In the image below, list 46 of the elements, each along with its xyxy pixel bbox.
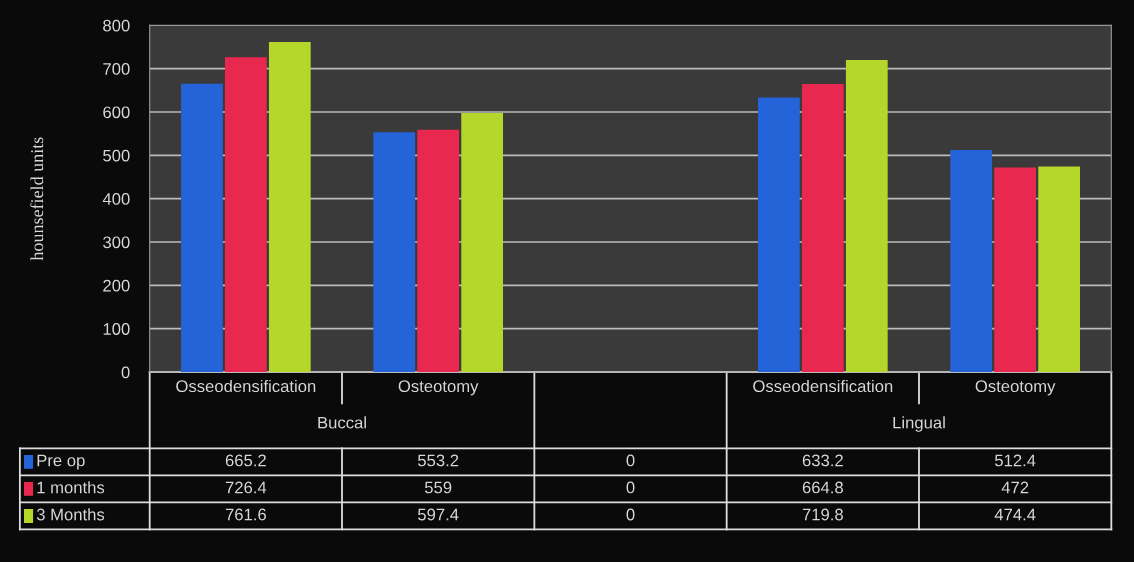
data-label: 474.4 <box>994 508 1036 521</box>
data-label: 761.6 <box>225 508 266 521</box>
legend-label: Pre op <box>37 454 85 470</box>
bar <box>801 83 844 373</box>
bar <box>373 132 416 373</box>
bar <box>994 167 1037 373</box>
bar <box>268 41 311 373</box>
bar <box>845 60 888 373</box>
legend-label: 1 months <box>37 481 105 494</box>
y-tick-label: 800 <box>103 19 130 32</box>
data-label: 0 <box>626 508 635 521</box>
bar <box>224 57 267 373</box>
data-label: 665.2 <box>225 454 266 467</box>
y-tick-label: 300 <box>103 236 130 249</box>
y-tick-label: 600 <box>103 106 130 119</box>
data-label: 472 <box>1001 481 1029 494</box>
data-label: 0 <box>626 454 635 467</box>
data-label: 0 <box>626 481 635 494</box>
data-label: 726.4 <box>225 481 267 494</box>
text: Buccal <box>318 416 366 429</box>
y-tick-label: 0 <box>121 366 130 379</box>
x-tick-label: Osseodensification <box>176 379 316 393</box>
x-tick-label: Osseodensification <box>753 379 893 393</box>
data-label: 559 <box>424 481 452 494</box>
y-tick-label: 700 <box>103 63 130 75</box>
data-label: 597.4 <box>417 508 459 521</box>
x-tick-label: Osteotomy <box>398 380 479 396</box>
y-tick-label: 200 <box>103 279 130 292</box>
y-tick-label: 500 <box>103 149 130 162</box>
y-tick-label: 100 <box>103 323 130 335</box>
y-tick-label: 400 <box>102 193 130 205</box>
data-label: 719.8 <box>802 508 843 521</box>
data-label: 512.4 <box>994 454 1036 467</box>
bar <box>950 149 993 373</box>
x-tick-label: Osteotomy <box>975 380 1056 396</box>
bar <box>461 113 504 373</box>
bar <box>181 83 223 373</box>
bar <box>1038 166 1080 373</box>
data-label: 633.2 <box>802 454 843 467</box>
bar <box>757 97 800 373</box>
data-label: 664.8 <box>802 481 843 494</box>
text: Lingual <box>893 416 945 432</box>
y-axis-title: hounsefield units <box>30 137 44 261</box>
legend-label: 3 Months <box>36 508 105 521</box>
bar <box>417 129 460 373</box>
data-label: 553.2 <box>417 454 459 467</box>
